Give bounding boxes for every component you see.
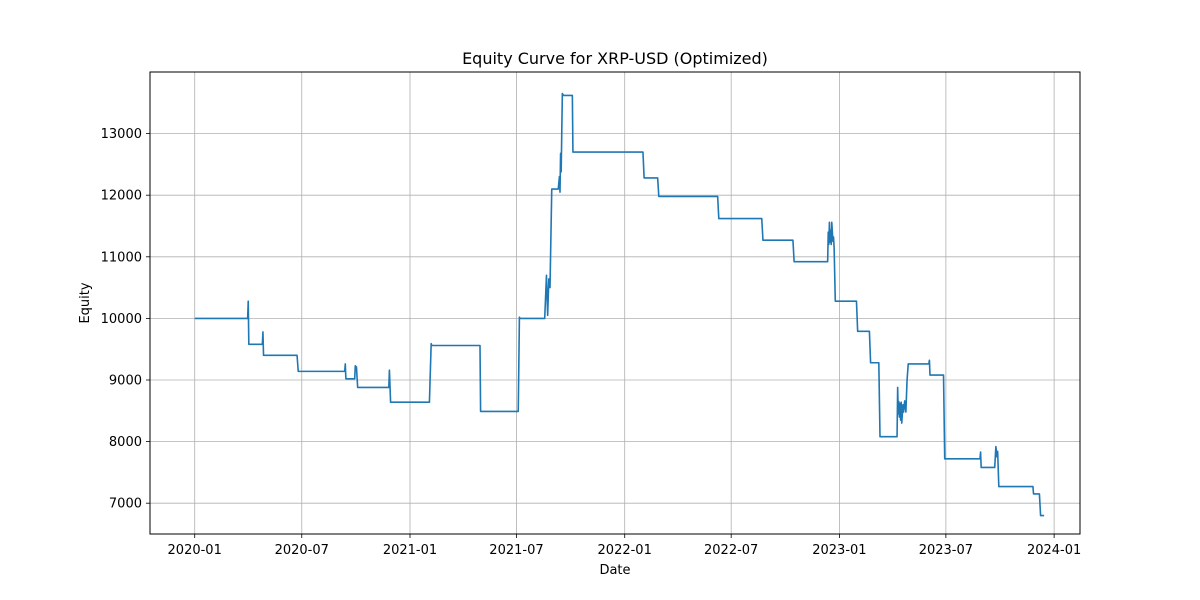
x-tick-label: 2023-07 (919, 543, 973, 558)
x-tick-label: 2022-07 (704, 543, 758, 558)
grid-lines (150, 72, 1080, 534)
x-axis: 2020-01 2020-07 2021-01 2021-07 2022-01 2022-… (168, 534, 1081, 558)
equity-series-line (194, 92, 1045, 517)
y-tick-label: 11000 (101, 250, 142, 265)
y-tick-label: 13000 (101, 127, 142, 142)
y-axis: 7000 8000 9000 10000 11000 12000 13000 (101, 127, 150, 512)
x-tick-label: 2022-01 (598, 543, 652, 558)
x-tick-label: 2021-07 (489, 543, 543, 558)
x-tick-label: 2020-07 (275, 543, 329, 558)
y-axis-label: Equity (78, 282, 93, 323)
y-tick-label: 9000 (109, 374, 142, 389)
x-tick-label: 2024-01 (1027, 543, 1081, 558)
x-tick-label: 2023-01 (812, 543, 866, 558)
plot-series (194, 92, 1045, 517)
y-tick-label: 10000 (101, 312, 142, 327)
y-tick-label: 7000 (109, 497, 142, 512)
y-tick-label: 8000 (109, 435, 142, 450)
y-tick-label: 12000 (101, 189, 142, 204)
x-axis-label: Date (599, 563, 630, 578)
x-tick-label: 2021-01 (383, 543, 437, 558)
x-tick-label: 2020-01 (168, 543, 222, 558)
chart-title: Equity Curve for XRP-USD (Optimized) (462, 49, 768, 68)
plot-frame (149, 71, 1081, 535)
